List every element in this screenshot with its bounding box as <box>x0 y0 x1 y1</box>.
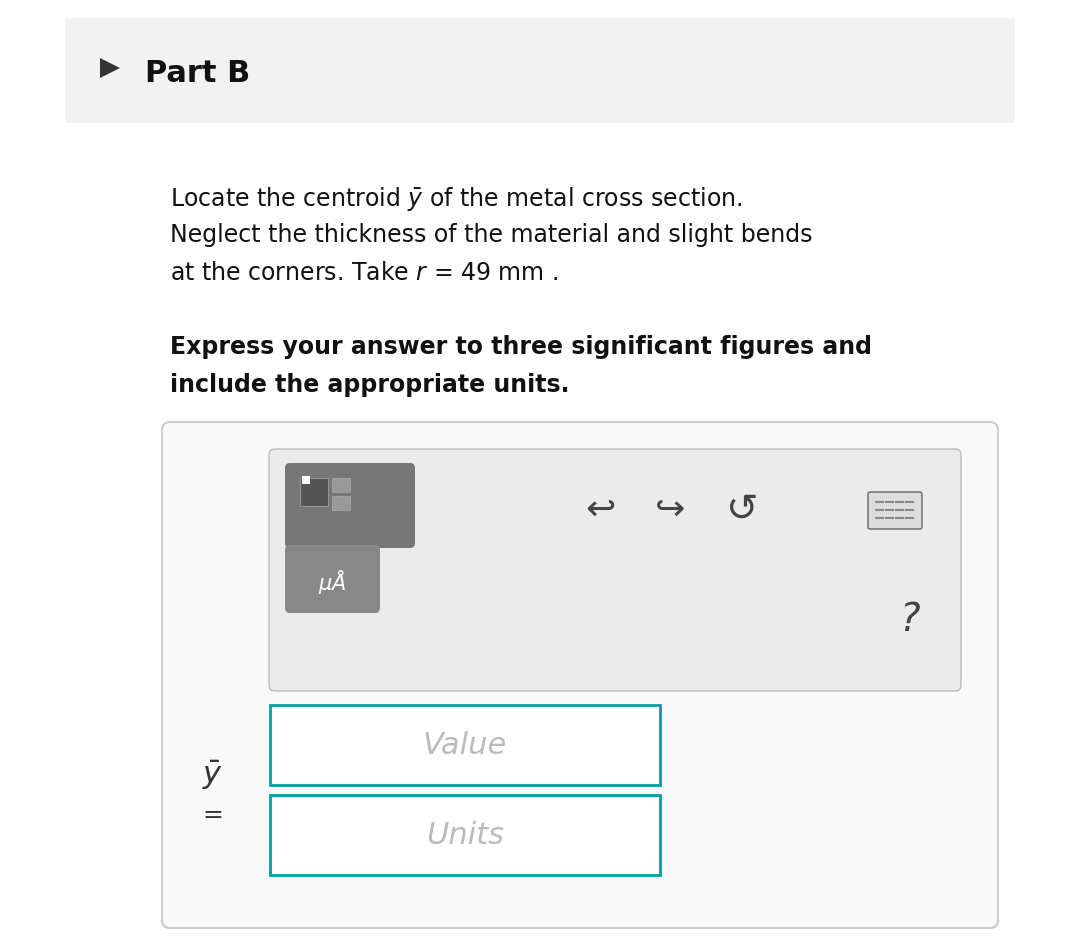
Text: Express your answer to three significant figures and: Express your answer to three significant… <box>170 335 872 359</box>
Text: Part B: Part B <box>145 58 251 87</box>
Text: Value: Value <box>423 730 508 760</box>
FancyBboxPatch shape <box>270 795 660 875</box>
Text: Units: Units <box>426 821 504 850</box>
Bar <box>332 478 350 492</box>
Text: include the appropriate units.: include the appropriate units. <box>170 373 569 397</box>
FancyBboxPatch shape <box>269 449 961 691</box>
Text: ↪: ↪ <box>654 493 685 527</box>
Text: ?: ? <box>900 601 920 639</box>
Text: Neglect the thickness of the material and slight bends: Neglect the thickness of the material an… <box>170 223 812 247</box>
Text: ↺: ↺ <box>726 491 758 529</box>
Bar <box>332 496 350 510</box>
Text: $\mu\AA$: $\mu\AA$ <box>318 568 347 596</box>
Text: ↩: ↩ <box>585 493 616 527</box>
Bar <box>302 476 310 484</box>
Text: $\bar{y}$: $\bar{y}$ <box>202 759 224 791</box>
FancyBboxPatch shape <box>285 545 380 613</box>
FancyBboxPatch shape <box>162 422 998 928</box>
Bar <box>300 478 328 506</box>
Polygon shape <box>100 58 120 78</box>
FancyBboxPatch shape <box>868 492 922 529</box>
Text: Locate the centroid $\bar{y}$ of the metal cross section.: Locate the centroid $\bar{y}$ of the met… <box>170 185 742 213</box>
Text: =: = <box>203 803 224 827</box>
FancyBboxPatch shape <box>65 18 1015 123</box>
Text: at the corners. Take $r$ = 49 mm .: at the corners. Take $r$ = 49 mm . <box>170 261 558 285</box>
FancyBboxPatch shape <box>270 705 660 785</box>
FancyBboxPatch shape <box>285 463 415 548</box>
